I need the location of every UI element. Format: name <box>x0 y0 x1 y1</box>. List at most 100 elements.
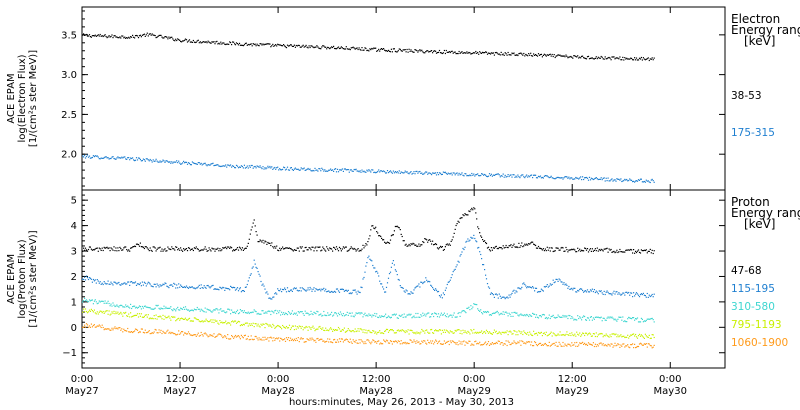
data-point <box>359 170 361 172</box>
data-point <box>557 176 559 178</box>
data-point <box>465 331 467 333</box>
data-point <box>588 291 591 293</box>
data-point <box>599 342 601 344</box>
data-point <box>410 291 412 293</box>
data-point <box>202 41 204 43</box>
data-point <box>85 310 88 313</box>
data-point <box>384 315 386 317</box>
data-point <box>493 312 495 314</box>
data-point <box>298 312 300 314</box>
data-point <box>336 47 339 49</box>
data-point <box>281 248 283 250</box>
data-point <box>434 312 436 314</box>
data-point <box>231 321 233 323</box>
data-point <box>569 315 571 317</box>
data-point <box>93 35 95 37</box>
data-point <box>97 250 99 252</box>
data-point <box>192 310 194 312</box>
data-point <box>644 320 646 322</box>
data-point <box>493 54 495 56</box>
time-x-axis: 0:00May2712:00May270:00May2812:00May280:… <box>65 374 687 397</box>
data-point <box>644 59 646 61</box>
data-point <box>325 341 327 343</box>
data-point <box>367 315 369 317</box>
data-point <box>267 324 269 326</box>
data-point <box>229 289 231 291</box>
data-point <box>584 247 586 249</box>
data-point <box>624 294 626 296</box>
data-point <box>136 329 139 331</box>
data-point <box>96 155 98 157</box>
data-point <box>185 285 188 287</box>
data-point <box>257 323 259 325</box>
data-point <box>284 287 286 289</box>
data-point <box>352 289 354 291</box>
data-point <box>308 45 310 47</box>
data-point <box>160 161 162 163</box>
data-point <box>560 281 562 283</box>
data-point <box>128 331 130 333</box>
data-point <box>408 293 410 295</box>
y-tick-label: 2.0 <box>61 150 77 161</box>
data-point <box>353 340 355 343</box>
data-point <box>625 291 627 293</box>
data-point <box>255 335 257 338</box>
data-point <box>165 250 167 252</box>
data-point <box>615 319 617 321</box>
data-point <box>441 314 443 316</box>
data-point <box>479 51 481 53</box>
data-point <box>245 338 247 340</box>
data-point <box>239 247 241 249</box>
data-point <box>115 311 117 313</box>
data-point <box>582 332 584 334</box>
data-point <box>457 344 459 346</box>
data-point <box>170 162 172 164</box>
data-point <box>545 55 547 57</box>
data-point <box>319 314 321 316</box>
data-point <box>207 309 209 311</box>
data-point <box>457 220 459 222</box>
data-point <box>467 330 469 332</box>
data-point <box>383 316 385 318</box>
data-point <box>503 313 505 315</box>
data-point <box>525 244 527 246</box>
data-point <box>402 316 404 318</box>
data-point <box>558 315 560 318</box>
data-point <box>529 331 531 333</box>
data-point <box>571 177 573 179</box>
data-point <box>489 332 492 334</box>
data-point <box>637 179 640 181</box>
data-point <box>493 329 495 331</box>
data-point <box>560 345 562 347</box>
data-point <box>289 313 292 315</box>
data-point <box>142 331 144 333</box>
data-point <box>116 250 118 252</box>
data-point <box>235 311 238 313</box>
data-point <box>354 248 356 250</box>
data-point <box>384 291 386 293</box>
data-point <box>607 335 609 337</box>
data-point <box>440 173 442 176</box>
data-point <box>256 234 258 236</box>
data-point <box>267 241 269 244</box>
data-point <box>92 155 94 157</box>
data-point <box>287 169 290 171</box>
data-point <box>286 338 289 341</box>
data-point <box>272 43 274 45</box>
data-point <box>348 48 350 50</box>
data-point <box>638 321 641 323</box>
data-point <box>370 331 372 334</box>
data-point <box>133 305 135 307</box>
data-point <box>381 237 383 239</box>
data-point <box>653 336 655 339</box>
data-point <box>181 249 183 251</box>
data-point <box>555 177 557 179</box>
data-point <box>327 290 329 292</box>
data-point <box>102 310 104 313</box>
data-point <box>351 330 353 332</box>
data-point <box>214 43 216 45</box>
data-point <box>139 158 141 161</box>
data-point <box>242 323 244 325</box>
data-point <box>441 297 443 299</box>
data-point <box>492 247 494 249</box>
